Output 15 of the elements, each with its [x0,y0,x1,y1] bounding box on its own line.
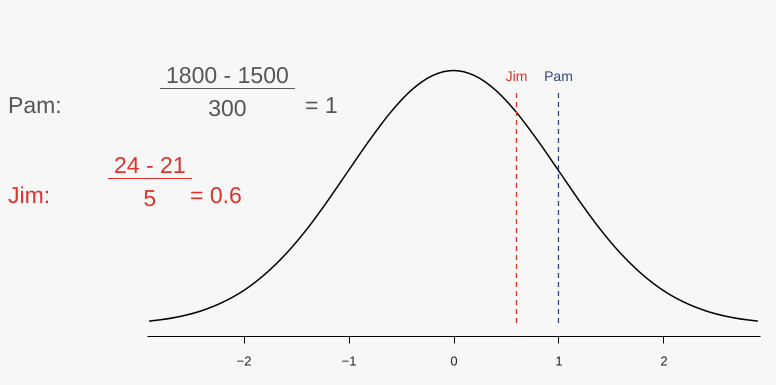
x-tick-label: 1 [555,354,563,368]
annotation: 300 [207,95,248,121]
x-tick-label: 2 [660,354,668,368]
ref-line-label: Jim [506,68,528,84]
x-tick-label: −2 [236,354,252,368]
x-tick-label: 0 [450,354,458,368]
annotation: 5 [142,185,158,211]
annotation: 1800 - 1500 [160,62,295,89]
annotation: 24 - 21 [108,152,192,179]
text: Jim: [8,182,50,208]
annotation: = 0.6 [190,182,242,208]
ref-line-label: Pam [544,68,573,84]
text: Pam: [8,92,62,118]
annotation: = 1 [305,92,338,118]
x-tick-label: −1 [342,354,356,368]
